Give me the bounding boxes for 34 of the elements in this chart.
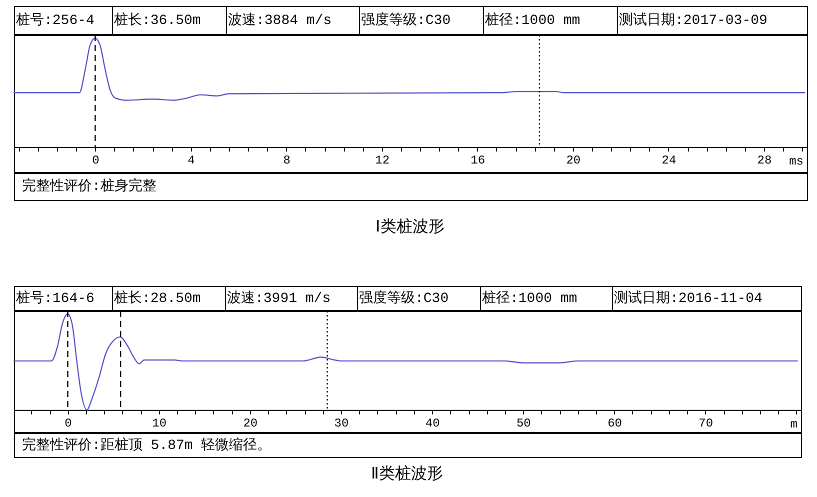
x-tick-label: 70 xyxy=(698,416,714,430)
x-tick-label: 20 xyxy=(566,153,581,168)
x-tick-label: 4 xyxy=(188,153,195,168)
x-tick-label: 28 xyxy=(757,153,772,168)
text: 桩长:36.50m xyxy=(113,12,201,29)
text: 波速:3884 m/s xyxy=(228,12,332,29)
text: 桩径:1000 mm xyxy=(481,290,578,307)
x-tick-label: 0 xyxy=(64,416,72,430)
text: 桩长:28.50m xyxy=(113,290,201,307)
text: 测试日期:2016-11-04 xyxy=(614,290,762,307)
text: 测试日期:2017-03-09 xyxy=(619,12,768,29)
x-tick-label: 0 xyxy=(92,153,100,168)
x-tick-label: 8 xyxy=(283,153,290,168)
x-tick-label: 16 xyxy=(470,153,486,168)
x-tick-label: 10 xyxy=(152,416,167,430)
text: 桩号:256-4 xyxy=(15,12,94,29)
x-tick-label: 20 xyxy=(243,416,258,430)
text: 波速:3991 m/s xyxy=(227,290,331,307)
x-tick-label: 40 xyxy=(425,416,440,430)
text: Ⅰ类桩波形 xyxy=(376,218,445,236)
x-axis-title: ms xyxy=(789,154,804,168)
text: 桩号:164-6 xyxy=(15,290,94,307)
x-tick-label: 30 xyxy=(334,416,349,430)
text: 完整性评价:桩身完整 xyxy=(22,178,156,195)
text: 完整性评价:距桩顶 5.87m 轻微缩径。 xyxy=(22,437,272,454)
x-tick-label: 60 xyxy=(608,416,622,430)
text: 强度等级:C30 xyxy=(361,12,451,29)
x-tick-label: 12 xyxy=(375,153,390,168)
x-tick-label: 50 xyxy=(516,416,531,430)
text: 桩径:1000 mm xyxy=(484,12,580,29)
x-axis-title: m xyxy=(790,417,798,432)
text: 强度等级:C30 xyxy=(359,290,449,307)
text: Ⅱ类桩波形 xyxy=(371,464,444,482)
x-tick-label: 24 xyxy=(662,153,676,168)
